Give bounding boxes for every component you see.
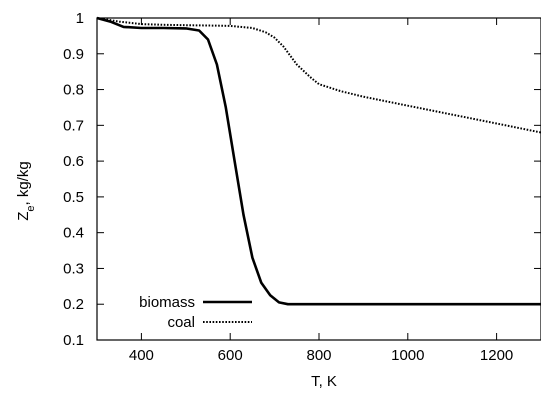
y-axis-title-main: Z (15, 212, 32, 221)
plot-frame (96, 17, 541, 341)
x-tick-label: 600 (218, 347, 243, 364)
legend: biomass coal (139, 294, 252, 331)
x-tick-label: 1200 (480, 347, 513, 364)
y-axis-title-rest: , kg/kg (15, 161, 32, 205)
y-tick-label: 0.2 (63, 296, 84, 313)
y-axis-title-sub: e (25, 205, 37, 211)
x-tick-label: 400 (129, 347, 154, 364)
y-tick-label: 0.9 (63, 46, 84, 63)
series-line-biomass (96, 16, 541, 306)
legend-label-biomass: biomass (139, 294, 195, 311)
x-tick-label: 1000 (391, 347, 424, 364)
y-tick-label: 0.5 (63, 189, 84, 206)
series-layer (96, 16, 541, 306)
y-tick-label: 1 (76, 10, 84, 27)
y-tick-label: 0.1 (63, 332, 84, 349)
legend-label-coal: coal (167, 314, 195, 331)
series-line-coal (96, 17, 541, 134)
y-axis-title: Ze, kg/kg (15, 161, 37, 220)
x-tick-label: 800 (306, 347, 331, 364)
y-tick-label: 0.7 (63, 117, 84, 134)
y-tick-label: 0.6 (63, 153, 84, 170)
y-tick-label: 0.4 (63, 225, 84, 242)
x-axis-title: T, K (311, 373, 337, 390)
ticks-layer: 400 600 800 1000 1200 0.1 0.2 0.3 0.4 0.5 0.6 0.7 0.… (63, 10, 541, 364)
y-tick-label: 0.3 (63, 260, 84, 277)
y-tick-label: 0.8 (63, 82, 84, 99)
plot-axes (96, 17, 541, 341)
